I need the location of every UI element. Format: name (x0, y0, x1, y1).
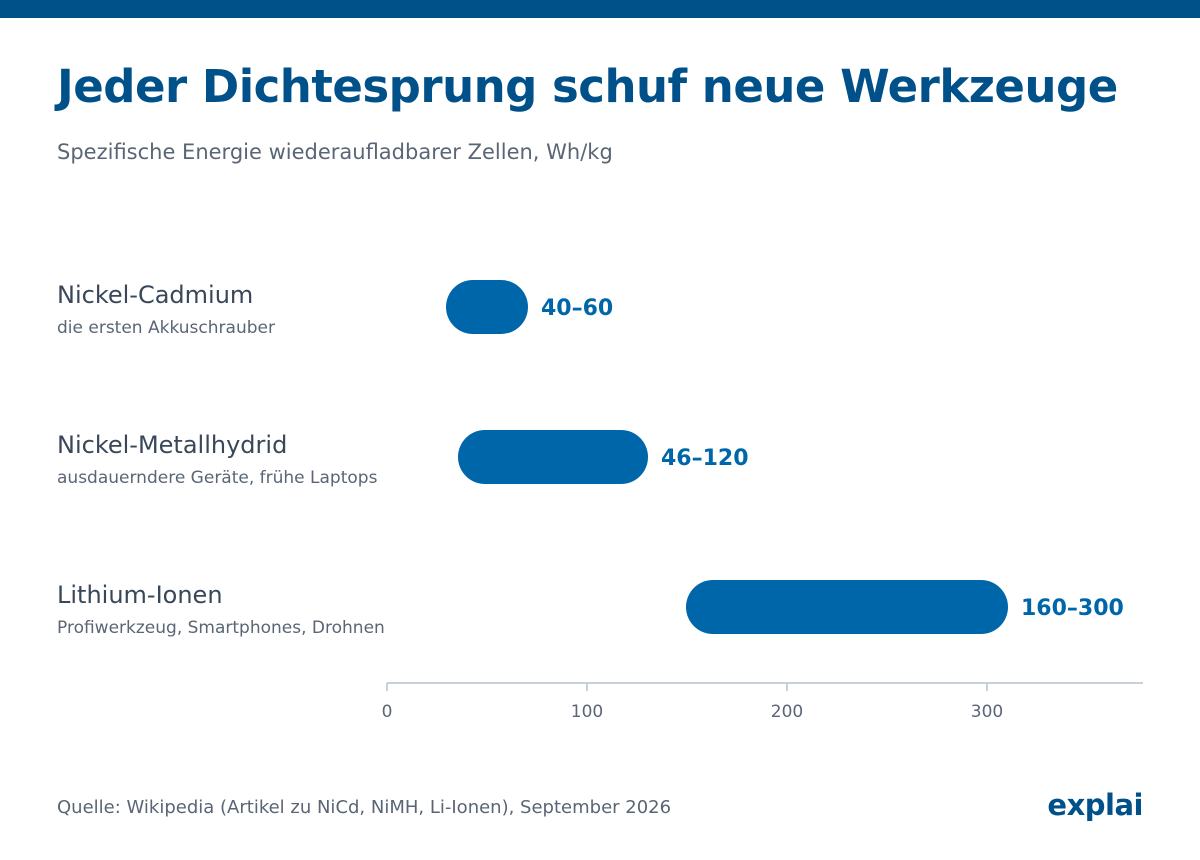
page-subtitle: Spezifische Energie wiederaufladbarer Ze… (57, 140, 613, 164)
x-tick-label: 300 (971, 702, 1003, 722)
top-accent-bar (0, 0, 1200, 18)
category-note: die ersten Akkuschrauber (57, 318, 275, 338)
x-tick-label: 200 (771, 702, 803, 722)
category-note: ausdauerndere Geräte, frühe Laptops (57, 468, 378, 488)
category-name: Nickel-Metallhydrid (57, 431, 287, 459)
category-note: Profiwerkzeug, Smartphones, Drohnen (57, 618, 385, 638)
category-name: Nickel-Cadmium (57, 281, 253, 309)
range-bar (446, 280, 528, 334)
x-tick-label: 100 (571, 702, 603, 722)
brand-logo: explai (1047, 788, 1143, 822)
page-title: Jeder Dichtesprung schuf neue Werkzeuge (57, 60, 1118, 113)
range-bar (458, 430, 648, 484)
source-note: Quelle: Wikipedia (Artikel zu NiCd, NiMH… (57, 797, 672, 818)
value-label: 160–300 (1021, 596, 1124, 621)
range-bar (686, 580, 1008, 634)
value-label: 40–60 (541, 296, 613, 321)
value-label: 46–120 (661, 446, 749, 471)
x-tick-label: 0 (382, 702, 393, 722)
category-name: Lithium-Ionen (57, 581, 223, 609)
